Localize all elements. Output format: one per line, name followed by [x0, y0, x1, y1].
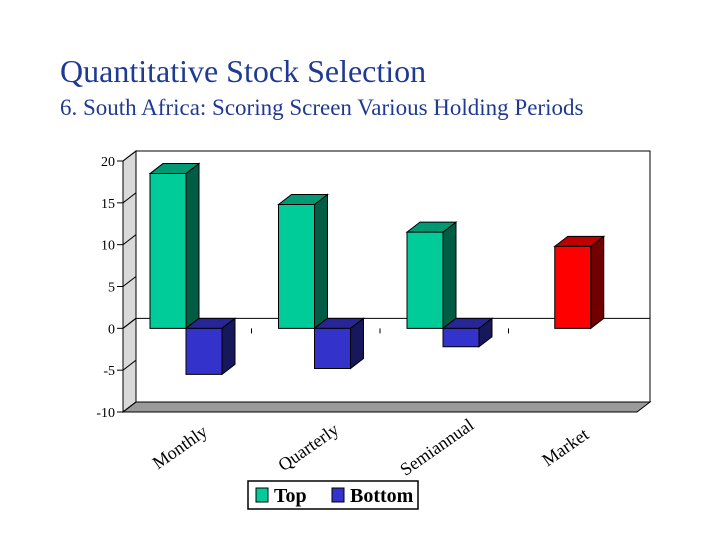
x-category-label: Semiannual	[396, 415, 477, 480]
slide-subtitle: 6. South Africa: Scoring Screen Various …	[60, 95, 584, 120]
y-tick-label: -10	[96, 406, 115, 421]
bar-monthly-bottom	[184, 317, 237, 376]
bar-quarterly-top-front	[278, 204, 315, 329]
legend-swatch-top	[255, 487, 269, 503]
chart-layer: 20 15 10 5 0 -5 -10 Monthly Quarterly Semiannual M…	[96, 149, 652, 510]
bar-quarterly-top-side	[314, 193, 328, 330]
legend-label-bottom: Bottom	[350, 485, 414, 507]
bar-semiannual-top	[405, 221, 458, 330]
legend-label-top: Top	[274, 485, 307, 507]
y-tick-depth	[122, 234, 137, 246]
y-tick-depth	[122, 276, 137, 287]
bar-monthly-top-front	[149, 173, 187, 329]
bar-quarterly-bottom-front	[314, 327, 351, 369]
y-tick-label: 15	[101, 197, 115, 212]
bar-semiannual-top-side	[442, 221, 457, 330]
bar-market-series2-side	[590, 235, 605, 330]
bar-market-series2-front	[554, 245, 592, 329]
bar-monthly-top	[148, 162, 201, 330]
y-tick-depth	[122, 192, 137, 204]
x-category-label: Quarterly	[274, 419, 342, 475]
x-category-label: Monthly	[149, 421, 211, 473]
y-tick-depth	[122, 359, 137, 371]
bar-monthly-top-side	[185, 162, 200, 330]
zero-depth-line	[122, 317, 137, 329]
slide-title: Quantitative Stock Selection	[60, 53, 427, 89]
y-tick-label: 5	[108, 281, 115, 296]
y-tick-label: 20	[101, 155, 115, 170]
bar-semiannual-bottom-front	[442, 327, 480, 348]
y-tick-label: -5	[103, 364, 115, 379]
bar-market-series2	[553, 235, 606, 330]
y-tick-depth	[122, 150, 137, 162]
y-tick-depth	[122, 401, 137, 413]
x-category-label: Market	[538, 424, 592, 470]
bar-semiannual-bottom	[441, 317, 494, 348]
bar-quarterly-bottom	[313, 317, 365, 370]
bar-monthly-bottom-front	[185, 327, 223, 375]
y-tick-label: 0	[108, 322, 115, 337]
bar-quarterly-top	[277, 193, 329, 330]
legend-swatch-bottom	[331, 487, 345, 503]
floor	[121, 401, 652, 413]
bar-semiannual-top-front	[406, 231, 444, 329]
y-tick-label: 10	[101, 239, 115, 254]
